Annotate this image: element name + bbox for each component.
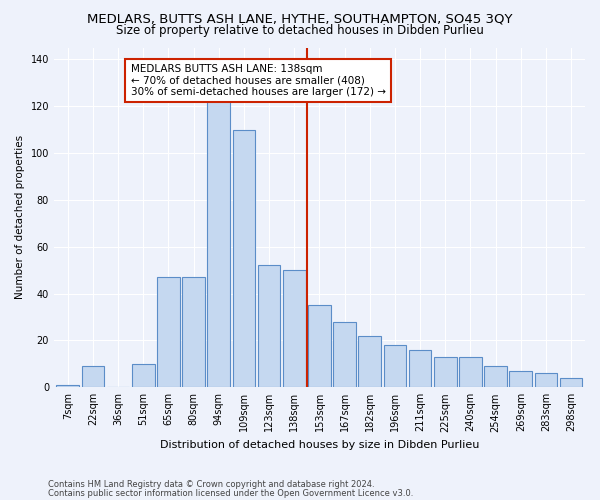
Text: Size of property relative to detached houses in Dibden Purlieu: Size of property relative to detached ho… [116,24,484,37]
Bar [535,373,557,388]
Text: MEDLARS, BUTTS ASH LANE, HYTHE, SOUTHAMPTON, SO45 3QY: MEDLARS, BUTTS ASH LANE, HYTHE, SOUTHAMP… [87,12,513,26]
Bar [383,345,406,388]
Bar [182,277,205,388]
Bar [233,130,255,388]
Bar [358,336,381,388]
Bar [560,378,583,388]
Text: MEDLARS BUTTS ASH LANE: 138sqm
← 70% of detached houses are smaller (408)
30% of: MEDLARS BUTTS ASH LANE: 138sqm ← 70% of … [131,64,386,97]
Bar [308,306,331,388]
Bar [459,357,482,388]
Text: Contains public sector information licensed under the Open Government Licence v3: Contains public sector information licen… [48,488,413,498]
Bar [509,371,532,388]
Bar [334,322,356,388]
Y-axis label: Number of detached properties: Number of detached properties [15,136,25,300]
Bar [283,270,305,388]
Bar [208,82,230,388]
Bar [484,366,507,388]
Bar [409,350,431,388]
Text: Contains HM Land Registry data © Crown copyright and database right 2024.: Contains HM Land Registry data © Crown c… [48,480,374,489]
Bar [157,277,180,388]
Bar [82,366,104,388]
X-axis label: Distribution of detached houses by size in Dibden Purlieu: Distribution of detached houses by size … [160,440,479,450]
Bar [434,357,457,388]
Bar [56,385,79,388]
Bar [132,364,155,388]
Bar [258,266,280,388]
